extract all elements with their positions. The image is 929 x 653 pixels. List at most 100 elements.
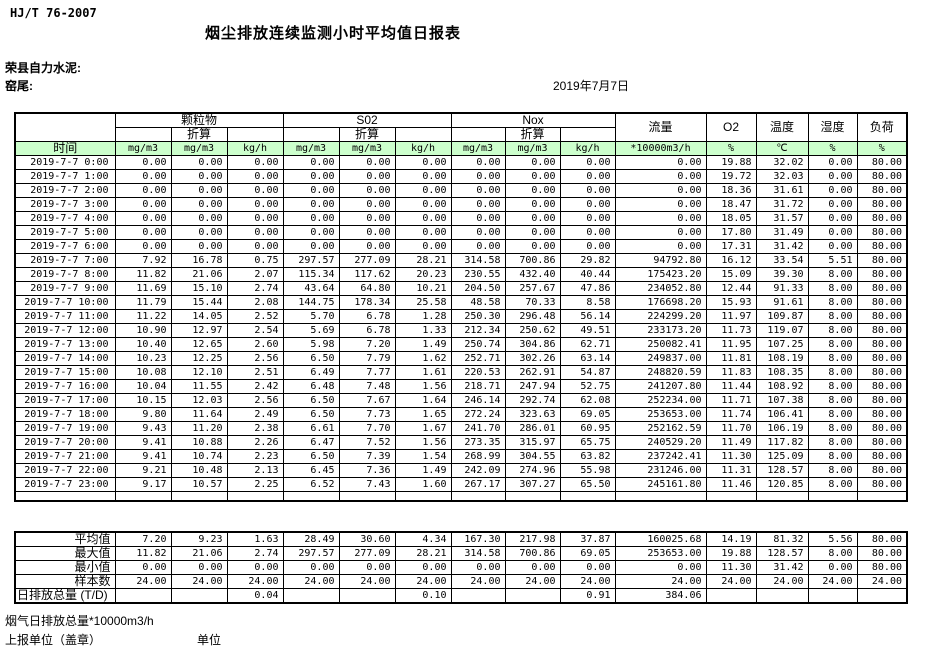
value-cell: 11.79 [114, 295, 172, 310]
summary-cell: 24.00 [705, 574, 757, 589]
value-cell: 296.48 [504, 309, 561, 324]
summary-cell: 0.00 [282, 560, 340, 575]
value-cell: 48.58 [450, 295, 506, 310]
value-cell: 0.00 [807, 155, 858, 170]
value-cell: 63.14 [559, 351, 616, 366]
value-cell: 11.31 [705, 463, 757, 478]
value-cell: 267.17 [450, 477, 506, 492]
summary-cell: 28.21 [394, 546, 452, 561]
value-cell: 12.65 [170, 337, 228, 352]
value-cell: 273.35 [450, 435, 506, 450]
value-cell: 128.57 [755, 463, 809, 478]
value-cell: 28.21 [394, 253, 452, 268]
value-cell: 0.00 [504, 197, 561, 212]
value-cell: 242.09 [450, 463, 506, 478]
value-cell: 25.58 [394, 295, 452, 310]
table-row: 2019-7-7 2:00 0.00 0.00 0.00 0.00 0.00 0.00 0.0… [14, 183, 908, 198]
value-cell: 144.75 [282, 295, 340, 310]
value-cell: 0.00 [114, 197, 172, 212]
summary-cell: 24.00 [504, 574, 561, 589]
time-column-header: 时间 [14, 141, 116, 156]
value-cell: 17.80 [705, 225, 757, 240]
value-cell: 9.21 [114, 463, 172, 478]
summary-cell [755, 588, 809, 604]
value-cell: 69.05 [559, 407, 616, 422]
value-cell: 0.00 [114, 225, 172, 240]
value-cell: 9.43 [114, 421, 172, 436]
value-cell: 65.50 [559, 477, 616, 492]
value-cell: 10.08 [114, 365, 172, 380]
table-row: 2019-7-7 1:00 0.00 0.00 0.00 0.00 0.00 0.00 0.0… [14, 169, 908, 184]
value-cell: 11.55 [170, 379, 228, 394]
value-cell: 65.75 [559, 435, 616, 450]
value-cell: 10.04 [114, 379, 172, 394]
value-cell: 237242.41 [614, 449, 707, 464]
summary-row: 平均值 7.20 9.23 1.63 28.49 30.60 4.34 167.30 217.9… [14, 531, 908, 547]
blank-cell [282, 491, 340, 502]
table-row: 2019-7-7 12:00 10.90 12.97 2.54 5.69 6.78 1.33… [14, 323, 908, 338]
blank-cell [807, 491, 858, 502]
table-row: 2019-7-7 10:00 11.79 15.44 2.08 144.75 178.34… [14, 295, 908, 310]
time-cell: 2019-7-7 8:00 [14, 267, 116, 282]
value-cell: 268.99 [450, 449, 506, 464]
value-cell: 286.01 [504, 421, 561, 436]
blank-cell [614, 491, 707, 502]
value-cell: 80.00 [856, 267, 908, 282]
table-row: 2019-7-7 0:00 0.00 0.00 0.00 0.00 0.00 0.00 0.0… [14, 155, 908, 170]
value-cell: 8.00 [807, 421, 858, 436]
value-cell: 80.00 [856, 337, 908, 352]
value-cell: 80.00 [856, 239, 908, 254]
footer-unit-label: 单位 [197, 633, 222, 647]
value-cell: 31.42 [755, 239, 809, 254]
value-cell: 2.51 [226, 365, 284, 380]
value-cell: 64.80 [338, 281, 396, 296]
value-cell: 0.00 [282, 169, 340, 184]
value-cell: 108.35 [755, 365, 809, 380]
value-cell: 15.93 [705, 295, 757, 310]
summary-cell: 0.00 [614, 560, 707, 575]
summary-cell: 30.60 [338, 531, 396, 547]
value-cell: 11.69 [114, 281, 172, 296]
value-cell: 11.70 [705, 421, 757, 436]
value-cell: 6.50 [282, 351, 340, 366]
value-cell: 80.00 [856, 169, 908, 184]
summary-row: 最大值 11.82 21.06 2.74 297.57 277.09 28.21 314.58… [14, 546, 908, 561]
value-cell: 8.00 [807, 393, 858, 408]
summary-label: 最大值 [14, 546, 116, 561]
summary-cell [807, 588, 858, 604]
table-row: 2019-7-7 5:00 0.00 0.00 0.00 0.00 0.00 0.00 0.0… [14, 225, 908, 240]
value-cell: 315.97 [504, 435, 561, 450]
summary-cell: 28.49 [282, 531, 340, 547]
value-cell: 0.00 [114, 239, 172, 254]
value-cell: 8.00 [807, 309, 858, 324]
blank-cell [338, 491, 396, 502]
value-cell: 0.00 [450, 183, 506, 198]
report-table: 颗粒物 S02 Nox 流量 O2 温度 湿度 负荷 折算 折算 折算 时间 mg/m3 mg/m3 kg/… [14, 112, 908, 502]
value-cell: 1.56 [394, 435, 452, 450]
value-cell: 14.05 [170, 309, 228, 324]
value-cell: 106.41 [755, 407, 809, 422]
time-cell: 2019-7-7 12:00 [14, 323, 116, 338]
summary-cell: 9.23 [170, 531, 228, 547]
value-cell: 10.88 [170, 435, 228, 450]
summary-cell: 24.00 [807, 574, 858, 589]
value-cell: 19.88 [705, 155, 757, 170]
table-row: 2019-7-7 17:00 10.15 12.03 2.56 6.50 7.67 1.64… [14, 393, 908, 408]
summary-table: 平均值 7.20 9.23 1.63 28.49 30.60 4.34 167.30 217.9… [14, 531, 908, 604]
unit-header-1: mg/m3 [170, 141, 228, 156]
unit-header-8: kg/h [559, 141, 616, 156]
summary-label: 最小值 [14, 560, 116, 575]
value-cell: 80.00 [856, 155, 908, 170]
value-cell: 0.00 [614, 155, 707, 170]
value-cell: 262.91 [504, 365, 561, 380]
value-cell: 10.57 [170, 477, 228, 492]
value-cell: 7.39 [338, 449, 396, 464]
blank-cell [394, 491, 452, 502]
value-cell: 8.00 [807, 435, 858, 450]
value-cell: 0.00 [394, 183, 452, 198]
value-cell: 0.00 [504, 225, 561, 240]
value-cell: 7.70 [338, 421, 396, 436]
value-cell: 2.13 [226, 463, 284, 478]
table-row: 2019-7-7 14:00 10.23 12.25 2.56 6.50 7.79 1.62… [14, 351, 908, 366]
summary-cell: 700.86 [504, 546, 561, 561]
